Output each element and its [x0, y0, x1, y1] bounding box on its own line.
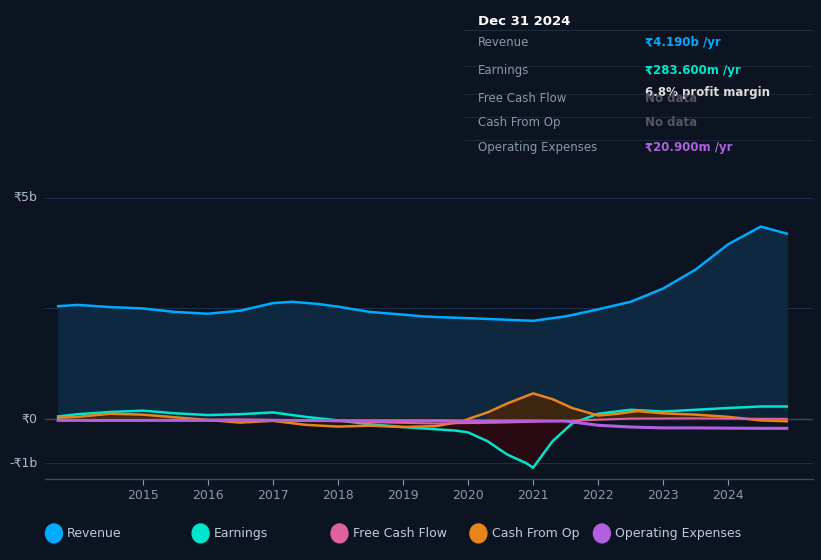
Text: Dec 31 2024: Dec 31 2024 — [478, 15, 571, 28]
Ellipse shape — [594, 524, 610, 543]
Text: ₹5b: ₹5b — [14, 192, 38, 204]
Text: Operating Expenses: Operating Expenses — [615, 527, 741, 540]
Text: ₹0: ₹0 — [21, 413, 38, 426]
Ellipse shape — [192, 524, 209, 543]
Text: ₹283.600m /yr: ₹283.600m /yr — [645, 64, 741, 77]
Text: -₹1b: -₹1b — [9, 457, 38, 470]
Text: No data: No data — [645, 116, 697, 129]
Ellipse shape — [470, 524, 487, 543]
Text: Earnings: Earnings — [478, 64, 530, 77]
Text: Revenue: Revenue — [67, 527, 122, 540]
Text: ₹4.190b /yr: ₹4.190b /yr — [645, 36, 721, 49]
Text: Earnings: Earnings — [213, 527, 268, 540]
Text: Free Cash Flow: Free Cash Flow — [353, 527, 447, 540]
Ellipse shape — [45, 524, 62, 543]
Text: Revenue: Revenue — [478, 36, 530, 49]
Text: Cash From Op: Cash From Op — [478, 116, 560, 129]
Text: 6.8% profit margin: 6.8% profit margin — [645, 86, 770, 99]
Text: Operating Expenses: Operating Expenses — [478, 141, 597, 154]
Ellipse shape — [331, 524, 348, 543]
Text: Free Cash Flow: Free Cash Flow — [478, 92, 566, 105]
Text: ₹20.900m /yr: ₹20.900m /yr — [645, 141, 733, 154]
Text: Cash From Op: Cash From Op — [492, 527, 579, 540]
Text: No data: No data — [645, 92, 697, 105]
